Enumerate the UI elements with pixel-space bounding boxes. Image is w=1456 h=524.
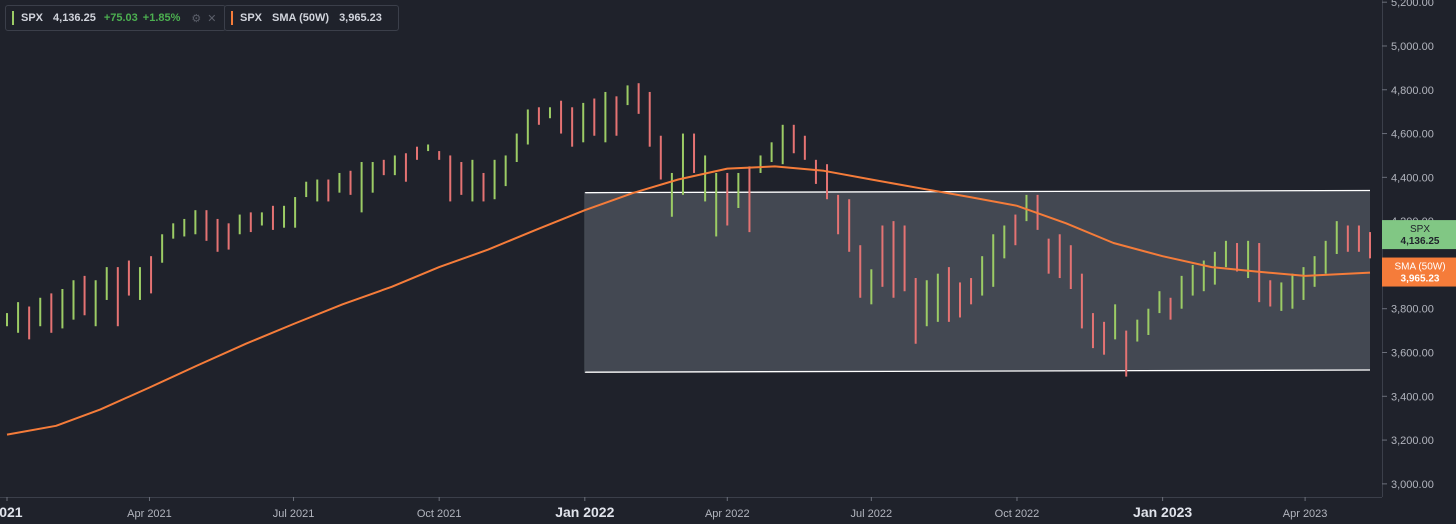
- legend-value: 3,965.23: [339, 12, 382, 24]
- channel-bottom-line: [584, 369, 1371, 373]
- sma-line: [6, 165, 1371, 436]
- time-tick-label: Apr 2022: [705, 508, 750, 520]
- price-tick-label: 4,800.00: [1391, 85, 1434, 97]
- legend-symbol: SPX: [240, 12, 263, 24]
- legend-swatch: [12, 11, 14, 25]
- price-tick-label: 3,800.00: [1391, 304, 1434, 316]
- price-tick-label: 3,600.00: [1391, 347, 1434, 359]
- time-tick-label: Apr 2021: [127, 508, 172, 520]
- time-axis-background: [0, 497, 1456, 524]
- price-label-name: SPX: [1410, 224, 1430, 235]
- time-tick-label: Jan 2022: [555, 504, 614, 520]
- time-tick-label: Jan 2023: [1133, 504, 1192, 520]
- time-tick-label: Oct 2021: [417, 508, 462, 520]
- price-tick-label: 4,600.00: [1391, 129, 1434, 141]
- price-tick-label: 3,400.00: [1391, 391, 1434, 403]
- sma-series: [6, 165, 1371, 436]
- time-tick-label: Jul 2022: [851, 508, 893, 520]
- price-tick-label: 5,200.00: [1391, 0, 1434, 9]
- time-tick-label: Apr 2023: [1283, 508, 1328, 520]
- legend-swatch: [231, 11, 233, 25]
- price-label-value: 3,965.23: [1401, 274, 1440, 285]
- close-icon[interactable]: ✕: [207, 12, 217, 25]
- legend-symbol: SPX: [21, 12, 44, 24]
- price-label-value: 4,136.25: [1401, 236, 1440, 247]
- legend-change: +75.03: [103, 12, 138, 24]
- time-axis[interactable]: 2021 Apr 2021 Jul 2021 Oct 2021 Jan 2022 Apr …: [0, 497, 1456, 524]
- time-tick-label: 2021: [0, 504, 23, 520]
- legend-value: 4,136.25: [53, 12, 96, 24]
- legend-sma[interactable]: SPX SMA (50W) 3,965.23: [224, 5, 399, 31]
- channel-drawing[interactable]: [584, 189, 1371, 373]
- price-tick-label: 5,000.00: [1391, 41, 1434, 53]
- ohlc-series: [6, 83, 1371, 377]
- legend-change-pct: +1.85%: [142, 12, 181, 24]
- legend-spx[interactable]: SPX 4,136.25 +75.03 +1.85% ⚙ ✕: [5, 5, 226, 31]
- price-label-box: [1382, 220, 1456, 250]
- legend-study: SMA (50W): [272, 12, 330, 24]
- time-tick-label: Oct 2022: [995, 508, 1040, 520]
- channel-fill: [584, 190, 1370, 373]
- price-label-name: SMA (50W): [1394, 262, 1445, 273]
- price-tick-label: 4,400.00: [1391, 172, 1434, 184]
- price-tick-label: 3,000.00: [1391, 479, 1434, 491]
- price-tick-label: 3,200.00: [1391, 435, 1434, 447]
- time-tick-label: Jul 2021: [273, 508, 315, 520]
- price-label-box: [1382, 257, 1456, 287]
- settings-icon[interactable]: ⚙: [191, 12, 202, 25]
